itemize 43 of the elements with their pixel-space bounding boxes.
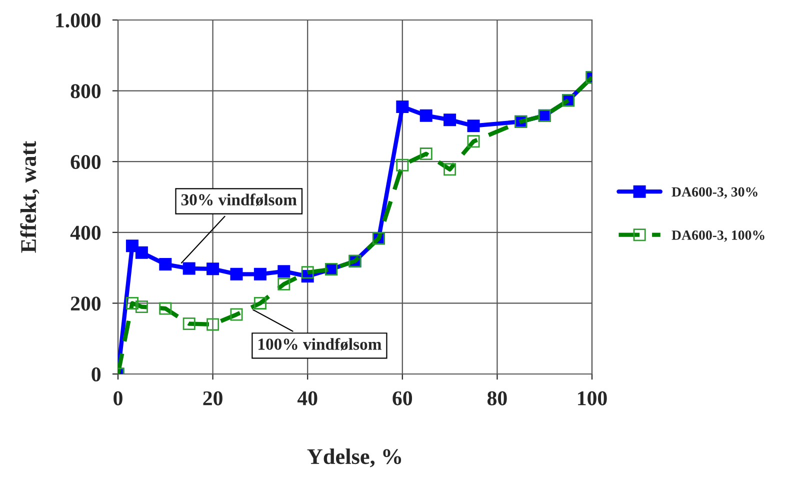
y-tick-label: 0 bbox=[92, 367, 101, 382]
point bbox=[396, 100, 409, 113]
point bbox=[278, 278, 290, 290]
point bbox=[206, 262, 220, 276]
point bbox=[420, 148, 432, 160]
point bbox=[230, 268, 243, 280]
legend-label: DA600-3, 30% bbox=[672, 187, 758, 199]
point bbox=[467, 120, 480, 132]
point bbox=[126, 296, 138, 310]
point bbox=[206, 318, 220, 331]
annotation: 30% vindfølsom bbox=[181, 194, 297, 206]
point bbox=[467, 135, 480, 148]
y-tick-label: 600 bbox=[70, 154, 101, 170]
point bbox=[182, 317, 196, 330]
point bbox=[301, 266, 314, 279]
y-axis-title: Effekt, watt bbox=[20, 140, 40, 253]
point bbox=[230, 308, 243, 321]
point bbox=[135, 246, 148, 259]
y-tick-label: 200 bbox=[70, 296, 101, 311]
point bbox=[159, 302, 172, 315]
x-tick-label: 40 bbox=[297, 391, 318, 406]
point bbox=[254, 268, 266, 280]
x-tick-label: 100 bbox=[578, 391, 607, 406]
point bbox=[278, 265, 290, 278]
point bbox=[254, 296, 266, 310]
point bbox=[420, 109, 432, 122]
point bbox=[135, 300, 148, 313]
y-tick-label: 1.000 bbox=[56, 13, 101, 28]
point bbox=[396, 158, 409, 172]
point bbox=[444, 114, 456, 126]
y-tick-label: 400 bbox=[70, 226, 101, 240]
y-tick-label: 800 bbox=[70, 84, 101, 98]
point bbox=[126, 240, 138, 252]
point bbox=[182, 262, 196, 275]
legend-label: DA600-3, 100% bbox=[672, 230, 764, 242]
annotation: 100% vindfølsom bbox=[258, 338, 382, 350]
x-tick-label: 80 bbox=[487, 391, 507, 406]
x-tick-label: 20 bbox=[203, 391, 222, 406]
point bbox=[159, 258, 172, 271]
x-tick-label: 60 bbox=[392, 391, 412, 406]
point bbox=[444, 163, 456, 176]
x-axis-title: Ydelse, % bbox=[307, 448, 402, 468]
x-tick-label: 0 bbox=[114, 391, 122, 406]
